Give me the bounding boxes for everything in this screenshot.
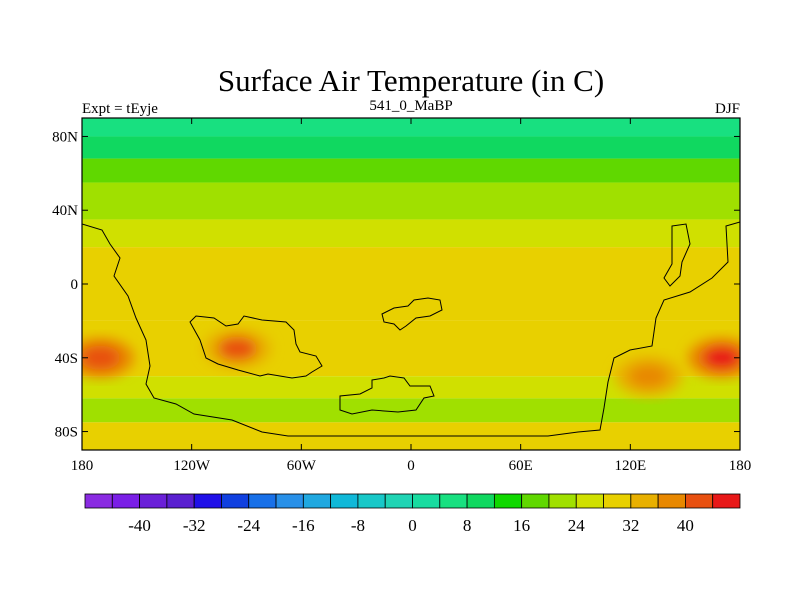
colorbar-label: -32: [183, 516, 206, 535]
colorbar-swatch: [275, 493, 304, 509]
colorbar-swatch: [330, 493, 359, 509]
temperature-band-2: [82, 158, 740, 183]
colorbar-swatch: [439, 493, 468, 509]
colorbar-label: 8: [463, 516, 472, 535]
colorbar-swatch: [603, 493, 632, 509]
coastline-2: [381, 297, 443, 331]
x-axis: 180 120W 60W 0 60E 120E 180: [71, 118, 752, 474]
y-tick-label: 80N: [52, 129, 78, 145]
hot-spot-core: [217, 336, 258, 361]
colorbar-swatch: [685, 493, 714, 509]
colorbar-swatch: [521, 493, 550, 509]
colorbar-swatch: [712, 493, 741, 509]
colorbar-label: -40: [128, 516, 151, 535]
colorbar-label: 40: [677, 516, 694, 535]
temperature-band-4: [82, 201, 740, 220]
temperature-band-0: [82, 118, 740, 137]
colorbar-swatch: [248, 493, 277, 509]
colorbar-swatch: [575, 493, 604, 509]
colorbar-label: 32: [622, 516, 639, 535]
colorbar-label: -8: [351, 516, 365, 535]
hot-spot-core: [628, 364, 669, 389]
colorbar-label: -24: [237, 516, 260, 535]
x-tick-label: 120W: [173, 458, 211, 474]
hot-spot-core: [701, 345, 740, 370]
y-tick-label: 80S: [55, 425, 78, 441]
colorbar: -40 -32 -24 -16 -8 0 8 16 24 32 40: [84, 493, 741, 535]
colorbar-label: 24: [568, 516, 586, 535]
x-tick-label: 60W: [287, 458, 317, 474]
temperature-band-6: [82, 247, 740, 321]
colorbar-label: 0: [408, 516, 417, 535]
colorbar-swatch: [111, 493, 140, 509]
temperature-band-3: [82, 182, 740, 201]
temperature-field: [82, 118, 740, 450]
hot-spot-core: [82, 345, 121, 370]
colorbar-swatch: [166, 493, 195, 509]
x-tick-label: 0: [407, 458, 415, 474]
colorbar-swatch: [193, 493, 222, 509]
subtitle-center: 541_0_MaBP: [369, 98, 452, 114]
temperature-band-5: [82, 219, 740, 248]
coastline-1: [189, 315, 323, 379]
colorbar-swatch: [493, 493, 523, 509]
x-tick-label: 60E: [509, 458, 533, 474]
coastline-4: [663, 223, 691, 287]
colorbar-swatch: [548, 493, 577, 509]
colorbar-swatch: [412, 493, 441, 509]
colorbar-swatch: [302, 493, 332, 509]
coastline-0: [82, 221, 740, 437]
coastline-3: [339, 375, 435, 415]
colorbar-swatch: [221, 493, 250, 509]
hot-spot-2: [687, 337, 740, 378]
hot-spot-3: [614, 356, 683, 397]
colorbar-swatch: [630, 493, 659, 509]
colorbar-swatch: [84, 493, 113, 509]
y-tick-label: 40S: [55, 351, 78, 367]
x-tick-label: 120E: [614, 458, 646, 474]
x-tick-label: 180: [729, 458, 752, 474]
temperature-band-1: [82, 136, 740, 159]
subtitle-left: Expt = tEyje: [82, 101, 158, 117]
y-tick-label: 40N: [52, 203, 78, 219]
x-tick-label: 180: [71, 458, 94, 474]
colorbar-swatch: [384, 493, 413, 509]
hot-spot-0: [82, 337, 135, 378]
subtitle-right: DJF: [715, 101, 740, 117]
colorbar-label: -16: [292, 516, 315, 535]
coastlines: [82, 221, 740, 437]
colorbar-swatch: [466, 493, 495, 509]
y-tick-label: 0: [71, 277, 79, 293]
temperature-band-8: [82, 376, 740, 399]
hot-spot-1: [203, 328, 272, 369]
y-axis: 80N 40N 0 40S 80S: [52, 129, 740, 441]
colorbar-swatch: [657, 493, 686, 509]
chart-title: Surface Air Temperature (in C): [218, 63, 604, 98]
colorbar-swatch: [357, 493, 386, 509]
colorbar-swatch: [139, 493, 168, 509]
colorbar-label: 16: [513, 516, 530, 535]
